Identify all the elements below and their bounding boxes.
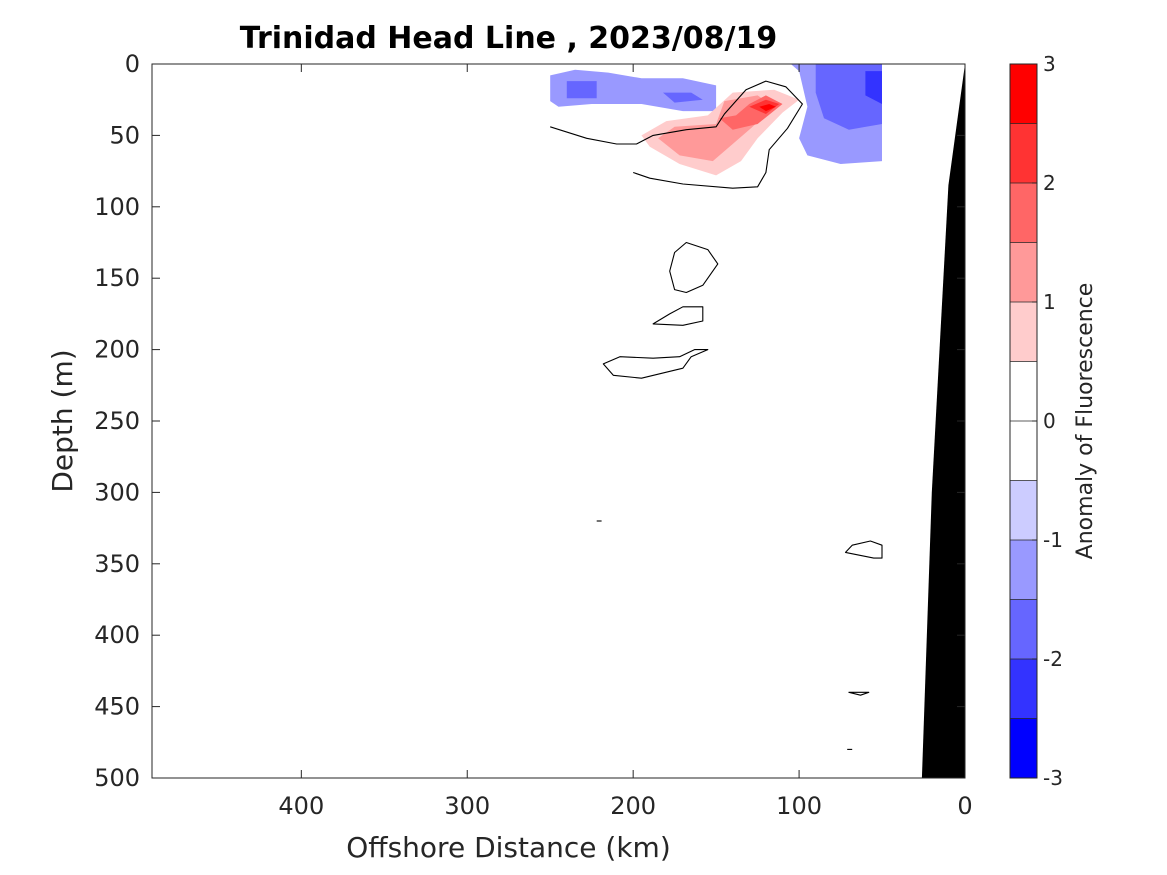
colorbar-band-7 [1010,302,1037,362]
zero-contour-6 [848,691,870,696]
colorbar-tick-label: -3 [1043,766,1063,790]
x-tick-label: 100 [776,792,822,820]
colorbar-tick-label: 1 [1043,290,1056,314]
colorbar-band-9 [1010,183,1037,243]
x-tick-label: 300 [444,792,490,820]
y-tick-label: 150 [94,264,140,292]
y-tick-label: 350 [94,550,140,578]
colorbar-band-10 [1010,123,1037,183]
colorbar-tick-label: 2 [1043,171,1056,195]
plot-background [152,64,965,778]
colorbar-tick-label: 3 [1043,52,1056,76]
colorbar-band-3 [1010,540,1037,600]
y-tick-label: 50 [109,121,140,149]
anomaly-region-5 [865,71,882,104]
zero-contour-5 [844,540,883,559]
chart-title: Trinidad Head Line , 2023/08/19 [240,21,777,56]
x-tick-label: 0 [957,792,972,820]
zero-contour-0 [550,80,803,189]
colorbar-tick-label: 0 [1043,409,1056,433]
colorbar-band-0 [1010,718,1037,778]
anomaly-region-10 [759,104,776,112]
colorbar-tick-label: -2 [1043,647,1063,671]
y-tick-label: 250 [94,407,140,435]
colorbar-label: Anomaly of Fluorescence [1073,283,1098,560]
colorbar-band-5 [1010,421,1037,481]
zero-contour-1 [669,241,719,294]
colorbar-band-8 [1010,242,1037,302]
colorbar: 3 2 1 0 -1 -2 -3 [1009,52,1063,790]
y-tick-label: 200 [94,336,140,364]
anomaly-region-1 [566,81,597,99]
anomaly-region-2 [663,92,703,103]
zero-contour-2 [652,306,704,326]
y-axis: 0 50 100 150 200 250 300 350 400 450 500 [94,50,965,792]
colorbar-band-11 [1010,64,1037,124]
zero-contour-3 [602,349,709,379]
colorbar-band-2 [1010,599,1037,659]
x-axis-label: Offshore Distance (km) [346,831,671,864]
bathymetry-shelf [921,64,965,778]
colorbar-band-6 [1010,361,1037,421]
y-tick-label: 450 [94,693,140,721]
x-tick-label: 400 [278,792,324,820]
plot-area [151,63,966,779]
colorbar-band-4 [1010,480,1037,540]
y-axis-label: Depth (m) [46,349,79,492]
colorbar-band-1 [1010,659,1037,719]
y-tick-label: 300 [94,478,140,506]
y-tick-label: 500 [94,764,140,792]
y-tick-label: 400 [94,621,140,649]
x-tick-label: 200 [610,792,656,820]
y-tick-label: 0 [125,50,140,78]
x-axis: 400 300 200 100 0 [278,64,973,820]
y-tick-label: 100 [94,193,140,221]
colorbar-tick-label: -1 [1043,528,1063,552]
